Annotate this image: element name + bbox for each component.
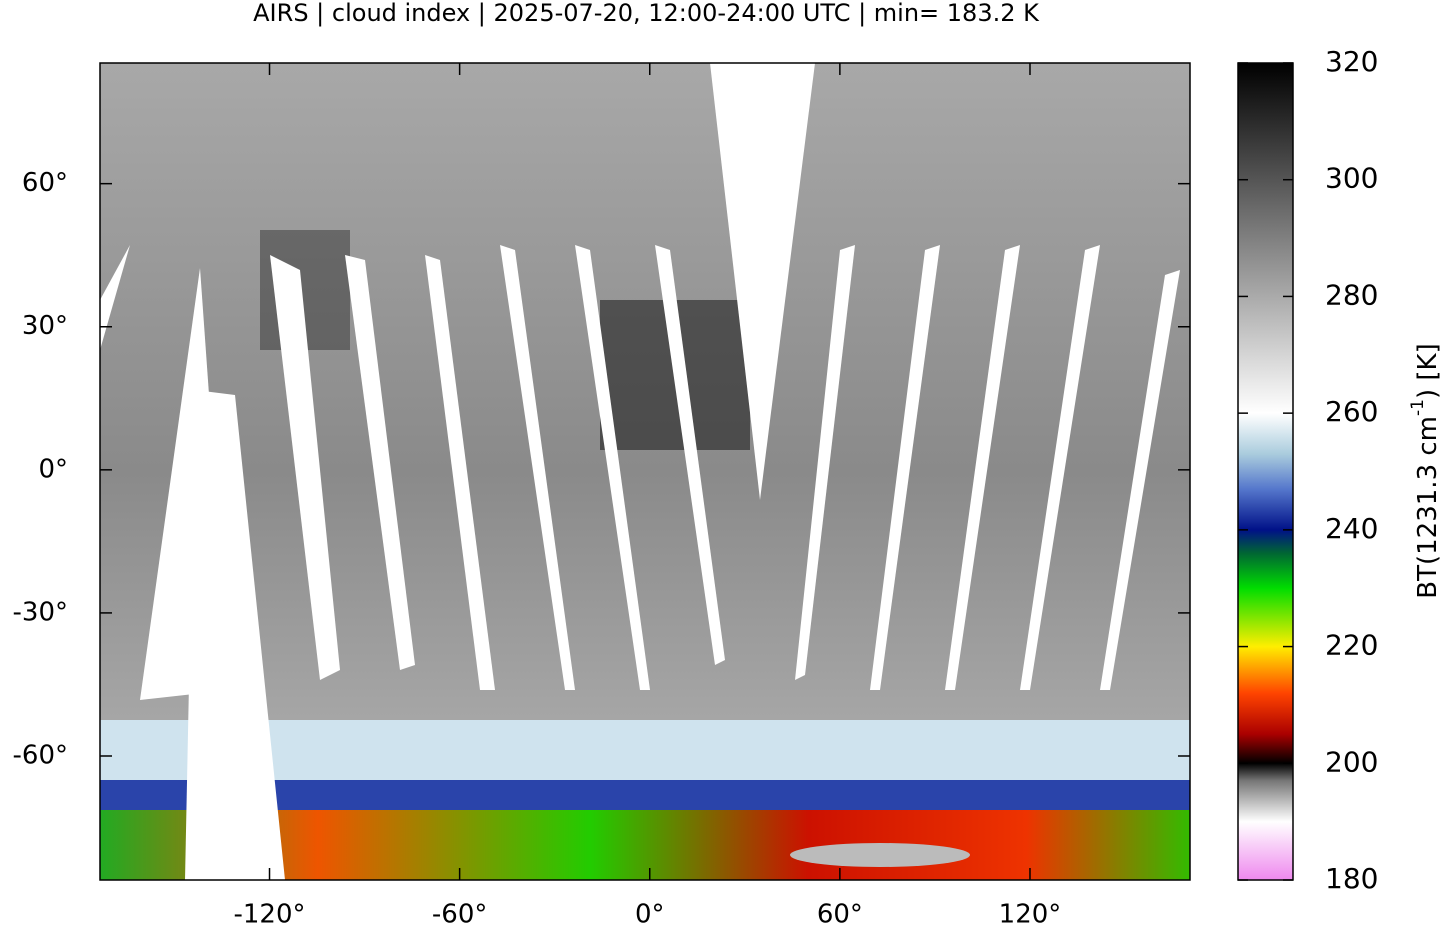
colorbar-label-text: BT(1231.3 cm — [1413, 416, 1442, 599]
colorbar-tick-label: 260 — [1325, 395, 1378, 428]
colorbar-tick-label: 280 — [1325, 278, 1378, 311]
y-tick-label: -30° — [13, 597, 68, 627]
y-tick-label: 30° — [22, 311, 68, 341]
map-image — [100, 63, 1190, 880]
x-tick-label: 120° — [999, 900, 1062, 930]
title: AIRS | cloud index | 2025-07-20, 12:00-2… — [253, 0, 1040, 27]
colorbar-tick-label: 220 — [1325, 629, 1378, 662]
x-tick-label: -60° — [432, 900, 487, 930]
x-tick-label: -120° — [234, 900, 306, 930]
colorbar-tick-label: 300 — [1325, 162, 1378, 195]
colorbar-tick-label: 240 — [1325, 512, 1378, 545]
colorbar-label: BT(1231.3 cm-1) [K] — [1408, 343, 1442, 598]
colorbar-tick-label: 200 — [1325, 745, 1378, 778]
colorbar — [1238, 63, 1293, 880]
y-tick-label: 0° — [38, 454, 68, 484]
x-tick-label: 0° — [635, 900, 665, 930]
colorbar-label-superscript: -1 — [1408, 399, 1428, 416]
y-tick-label: 60° — [22, 168, 68, 198]
colorbar-tick-label: 180 — [1325, 862, 1378, 895]
colorbar-tick-label: 320 — [1325, 45, 1378, 78]
x-tick-label: 60° — [817, 900, 863, 930]
colorbar-label-text: ) [K] — [1413, 343, 1442, 399]
y-tick-label: -60° — [13, 740, 68, 770]
